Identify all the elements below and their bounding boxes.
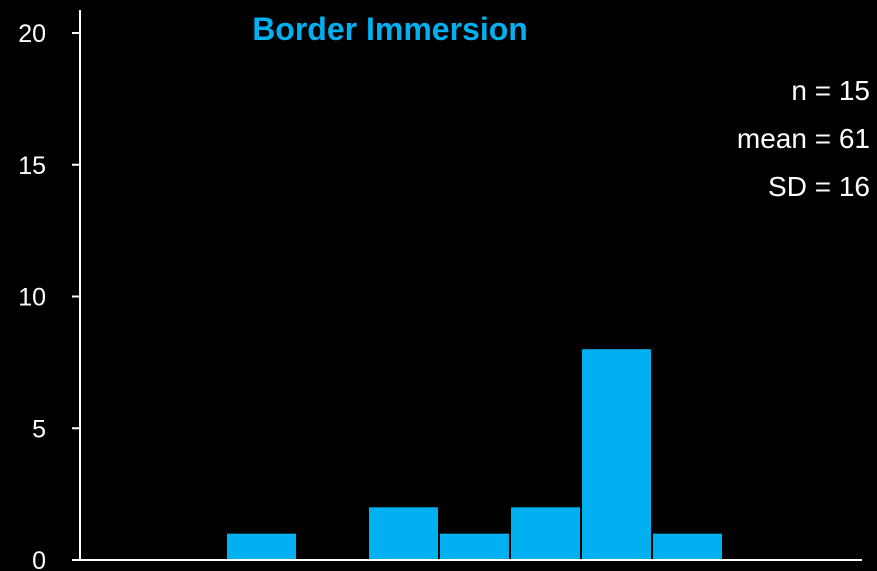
- stat-sd: SD = 16: [768, 171, 870, 202]
- bars-group: [227, 349, 722, 560]
- axes-group: [79, 10, 862, 561]
- y-tick-label: 0: [32, 547, 46, 571]
- histogram-bar: [582, 349, 651, 560]
- stat-mean: mean = 61: [737, 123, 870, 154]
- histogram-bar: [227, 533, 296, 560]
- stat-n: n = 15: [791, 75, 870, 106]
- y-tick-label: 20: [18, 20, 46, 48]
- histogram-bar: [440, 533, 509, 560]
- chart-title: Border Immersion: [252, 11, 528, 47]
- stats-group: n = 15 mean = 61 SD = 16: [737, 75, 870, 202]
- y-ticks-group: 0 5 10 15 20: [18, 20, 80, 571]
- y-tick-label: 10: [18, 284, 46, 312]
- histogram-bar: [369, 507, 438, 560]
- histogram-bar: [653, 533, 722, 560]
- y-tick-label: 5: [32, 415, 46, 443]
- histogram-bar: [511, 507, 580, 560]
- y-tick-label: 15: [18, 152, 46, 180]
